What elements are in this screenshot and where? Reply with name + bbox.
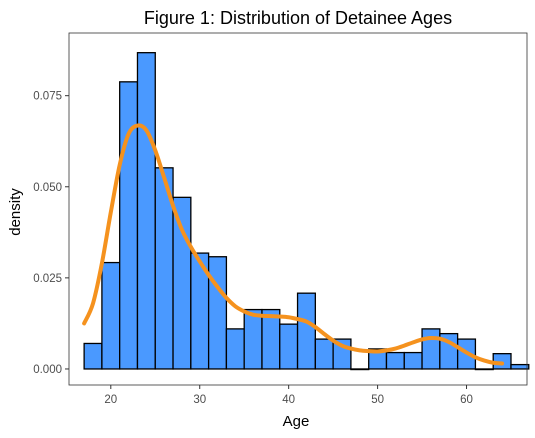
histogram-bar — [207, 256, 228, 370]
x-tick-label: 60 — [460, 394, 473, 406]
y-tick-label: 0.000 — [33, 364, 62, 376]
histogram-bar — [83, 342, 103, 370]
x-tick-label: 40 — [282, 394, 295, 406]
y-axis-label: density — [7, 188, 24, 236]
histogram-bar — [314, 338, 334, 370]
y-tick-label: 0.050 — [33, 182, 62, 194]
panel-border — [68, 32, 528, 386]
histogram-bar — [243, 308, 263, 370]
histogram-bar — [225, 328, 245, 370]
x-tick-label: 50 — [371, 394, 384, 406]
density-curve-layer — [82, 123, 505, 366]
x-axis-ticks: 20 30 40 50 60 — [104, 385, 473, 406]
histogram-bar — [172, 196, 192, 370]
histogram-bar — [136, 52, 156, 370]
y-tick-label: 0.025 — [33, 273, 62, 285]
histogram-bar — [474, 368, 494, 371]
histogram-bar — [101, 261, 121, 370]
y-axis-ticks: 0.000 0.025 0.050 0.075 — [33, 91, 69, 376]
density-curve — [82, 123, 505, 366]
chart-title: Figure 1: Distribution of Detainee Ages — [144, 8, 452, 28]
x-tick-label: 30 — [193, 394, 206, 406]
histogram-bar — [385, 351, 405, 370]
histogram-bar — [421, 328, 441, 370]
histogram-bar — [296, 292, 316, 370]
histogram-bar — [403, 351, 423, 370]
histogram-bar — [279, 323, 299, 370]
x-tick-label: 20 — [104, 394, 117, 406]
x-axis-label: Age — [283, 413, 310, 430]
histogram-bar — [261, 308, 281, 370]
histogram-bar — [350, 368, 370, 371]
y-tick-label: 0.075 — [33, 91, 62, 103]
bars-layer — [83, 52, 530, 371]
histogram-bar — [510, 363, 530, 370]
